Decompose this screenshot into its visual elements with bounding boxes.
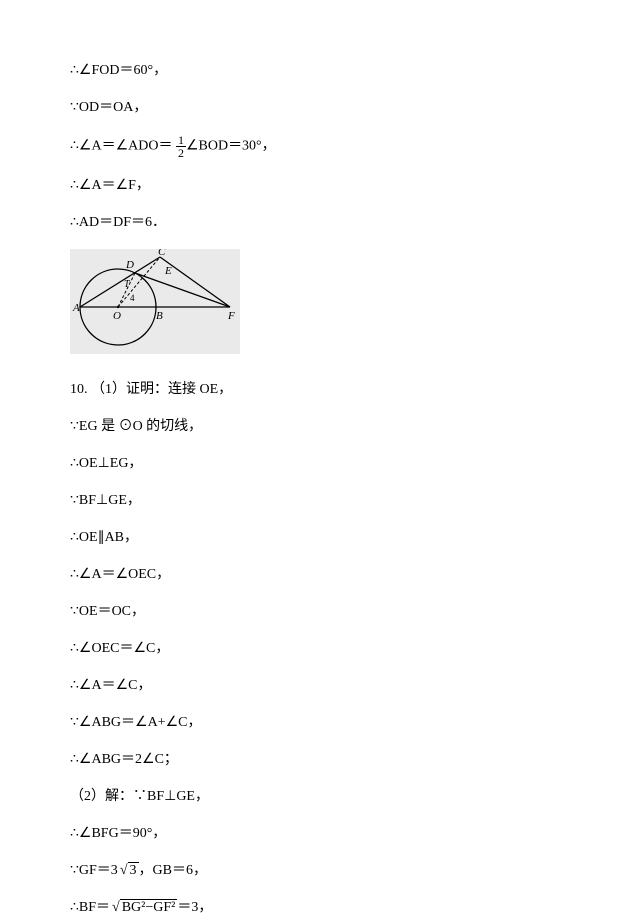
proof-line-7: ∴∠OEC＝∠C， xyxy=(70,638,570,659)
radicand: 3 xyxy=(128,862,139,878)
text: 60°， xyxy=(133,63,167,78)
svg-text:E: E xyxy=(164,265,172,277)
text: ∴∠FOD＝ xyxy=(70,63,133,78)
svg-text:4: 4 xyxy=(130,293,135,303)
svg-text:A: A xyxy=(72,302,80,314)
proof-line-6: ∵OE＝OC， xyxy=(70,601,570,622)
proof-line-2: ∴OE⊥EG， xyxy=(70,453,570,474)
svg-text:D: D xyxy=(125,259,134,271)
text: ∴∠A＝∠F， xyxy=(70,178,150,193)
text: ∴∠ABG＝2∠C； xyxy=(70,752,178,767)
sol-line-3: ∴BF＝√BG²−GF²＝3， xyxy=(70,897,570,918)
proof-line-3: ∵BF⊥GE， xyxy=(70,490,570,511)
text: ∠BOD＝30°， xyxy=(186,139,276,154)
svg-text:B: B xyxy=(156,310,163,322)
text: ∴BF＝ xyxy=(70,900,110,915)
sol-line-2: ∵GF＝3√3，GB＝6， xyxy=(70,860,570,881)
sol-line-1: ∴∠BFG＝90°， xyxy=(70,823,570,844)
line-ad-df: ∴AD＝DF＝6． xyxy=(70,212,570,233)
svg-text:O: O xyxy=(113,310,121,322)
text: ∵BF⊥GE， xyxy=(70,493,141,508)
geometry-figure: A C D E T O B F 4 xyxy=(70,249,570,361)
proof-line-1: ∵EG 是 ⊙O 的切线， xyxy=(70,416,570,437)
text: ∵OE＝OC， xyxy=(70,604,145,619)
text: ＝3， xyxy=(177,900,212,915)
text: 10. （1）证明：连接 OE， xyxy=(70,382,232,397)
text: ∴∠A＝∠OEC， xyxy=(70,567,170,582)
text: ∴∠OEC＝∠C， xyxy=(70,641,169,656)
text: ∵GF＝3 xyxy=(70,863,118,878)
proof-line-9: ∵∠ABG＝∠A+∠C， xyxy=(70,712,570,733)
line-fod: ∴∠FOD＝60°， xyxy=(70,60,570,81)
fraction-half: 12 xyxy=(176,134,186,159)
radicand: BG²−GF² xyxy=(120,899,178,915)
text: ∴∠A＝∠ADO＝ xyxy=(70,139,176,154)
text: ，GB＝6， xyxy=(139,863,207,878)
text: ∵OD＝OA， xyxy=(70,100,147,115)
text: ∴∠A＝∠C， xyxy=(70,678,151,693)
text: ∴AD＝DF＝6． xyxy=(70,215,166,230)
sqrt-3: √3 xyxy=(118,860,139,881)
line-a-f: ∴∠A＝∠F， xyxy=(70,175,570,196)
svg-text:F: F xyxy=(227,310,235,322)
text: ∴OE∥AB， xyxy=(70,530,138,545)
svg-text:C: C xyxy=(158,249,166,258)
line-od-oa: ∵OD＝OA， xyxy=(70,97,570,118)
q10-header: 10. （1）证明：连接 OE， xyxy=(70,379,570,400)
text: （2）解：∵BF⊥GE， xyxy=(70,789,209,804)
denominator: 2 xyxy=(176,147,186,159)
proof-line-5: ∴∠A＝∠OEC， xyxy=(70,564,570,585)
text: ∴∠BFG＝90°， xyxy=(70,826,166,841)
circle-triangle-diagram: A C D E T O B F 4 xyxy=(70,249,240,354)
proof-line-8: ∴∠A＝∠C， xyxy=(70,675,570,696)
line-ado: ∴∠A＝∠ADO＝ 12∠BOD＝30°， xyxy=(70,134,570,159)
text: ∵∠ABG＝∠A+∠C， xyxy=(70,715,201,730)
q2-header: （2）解：∵BF⊥GE， xyxy=(70,786,570,807)
sqrt-bg-gf: √BG²−GF² xyxy=(110,897,177,918)
text: ∵EG 是 ⊙O 的切线， xyxy=(70,419,202,434)
text: ∴OE⊥EG， xyxy=(70,456,142,471)
proof-line-10: ∴∠ABG＝2∠C； xyxy=(70,749,570,770)
proof-line-4: ∴OE∥AB， xyxy=(70,527,570,548)
